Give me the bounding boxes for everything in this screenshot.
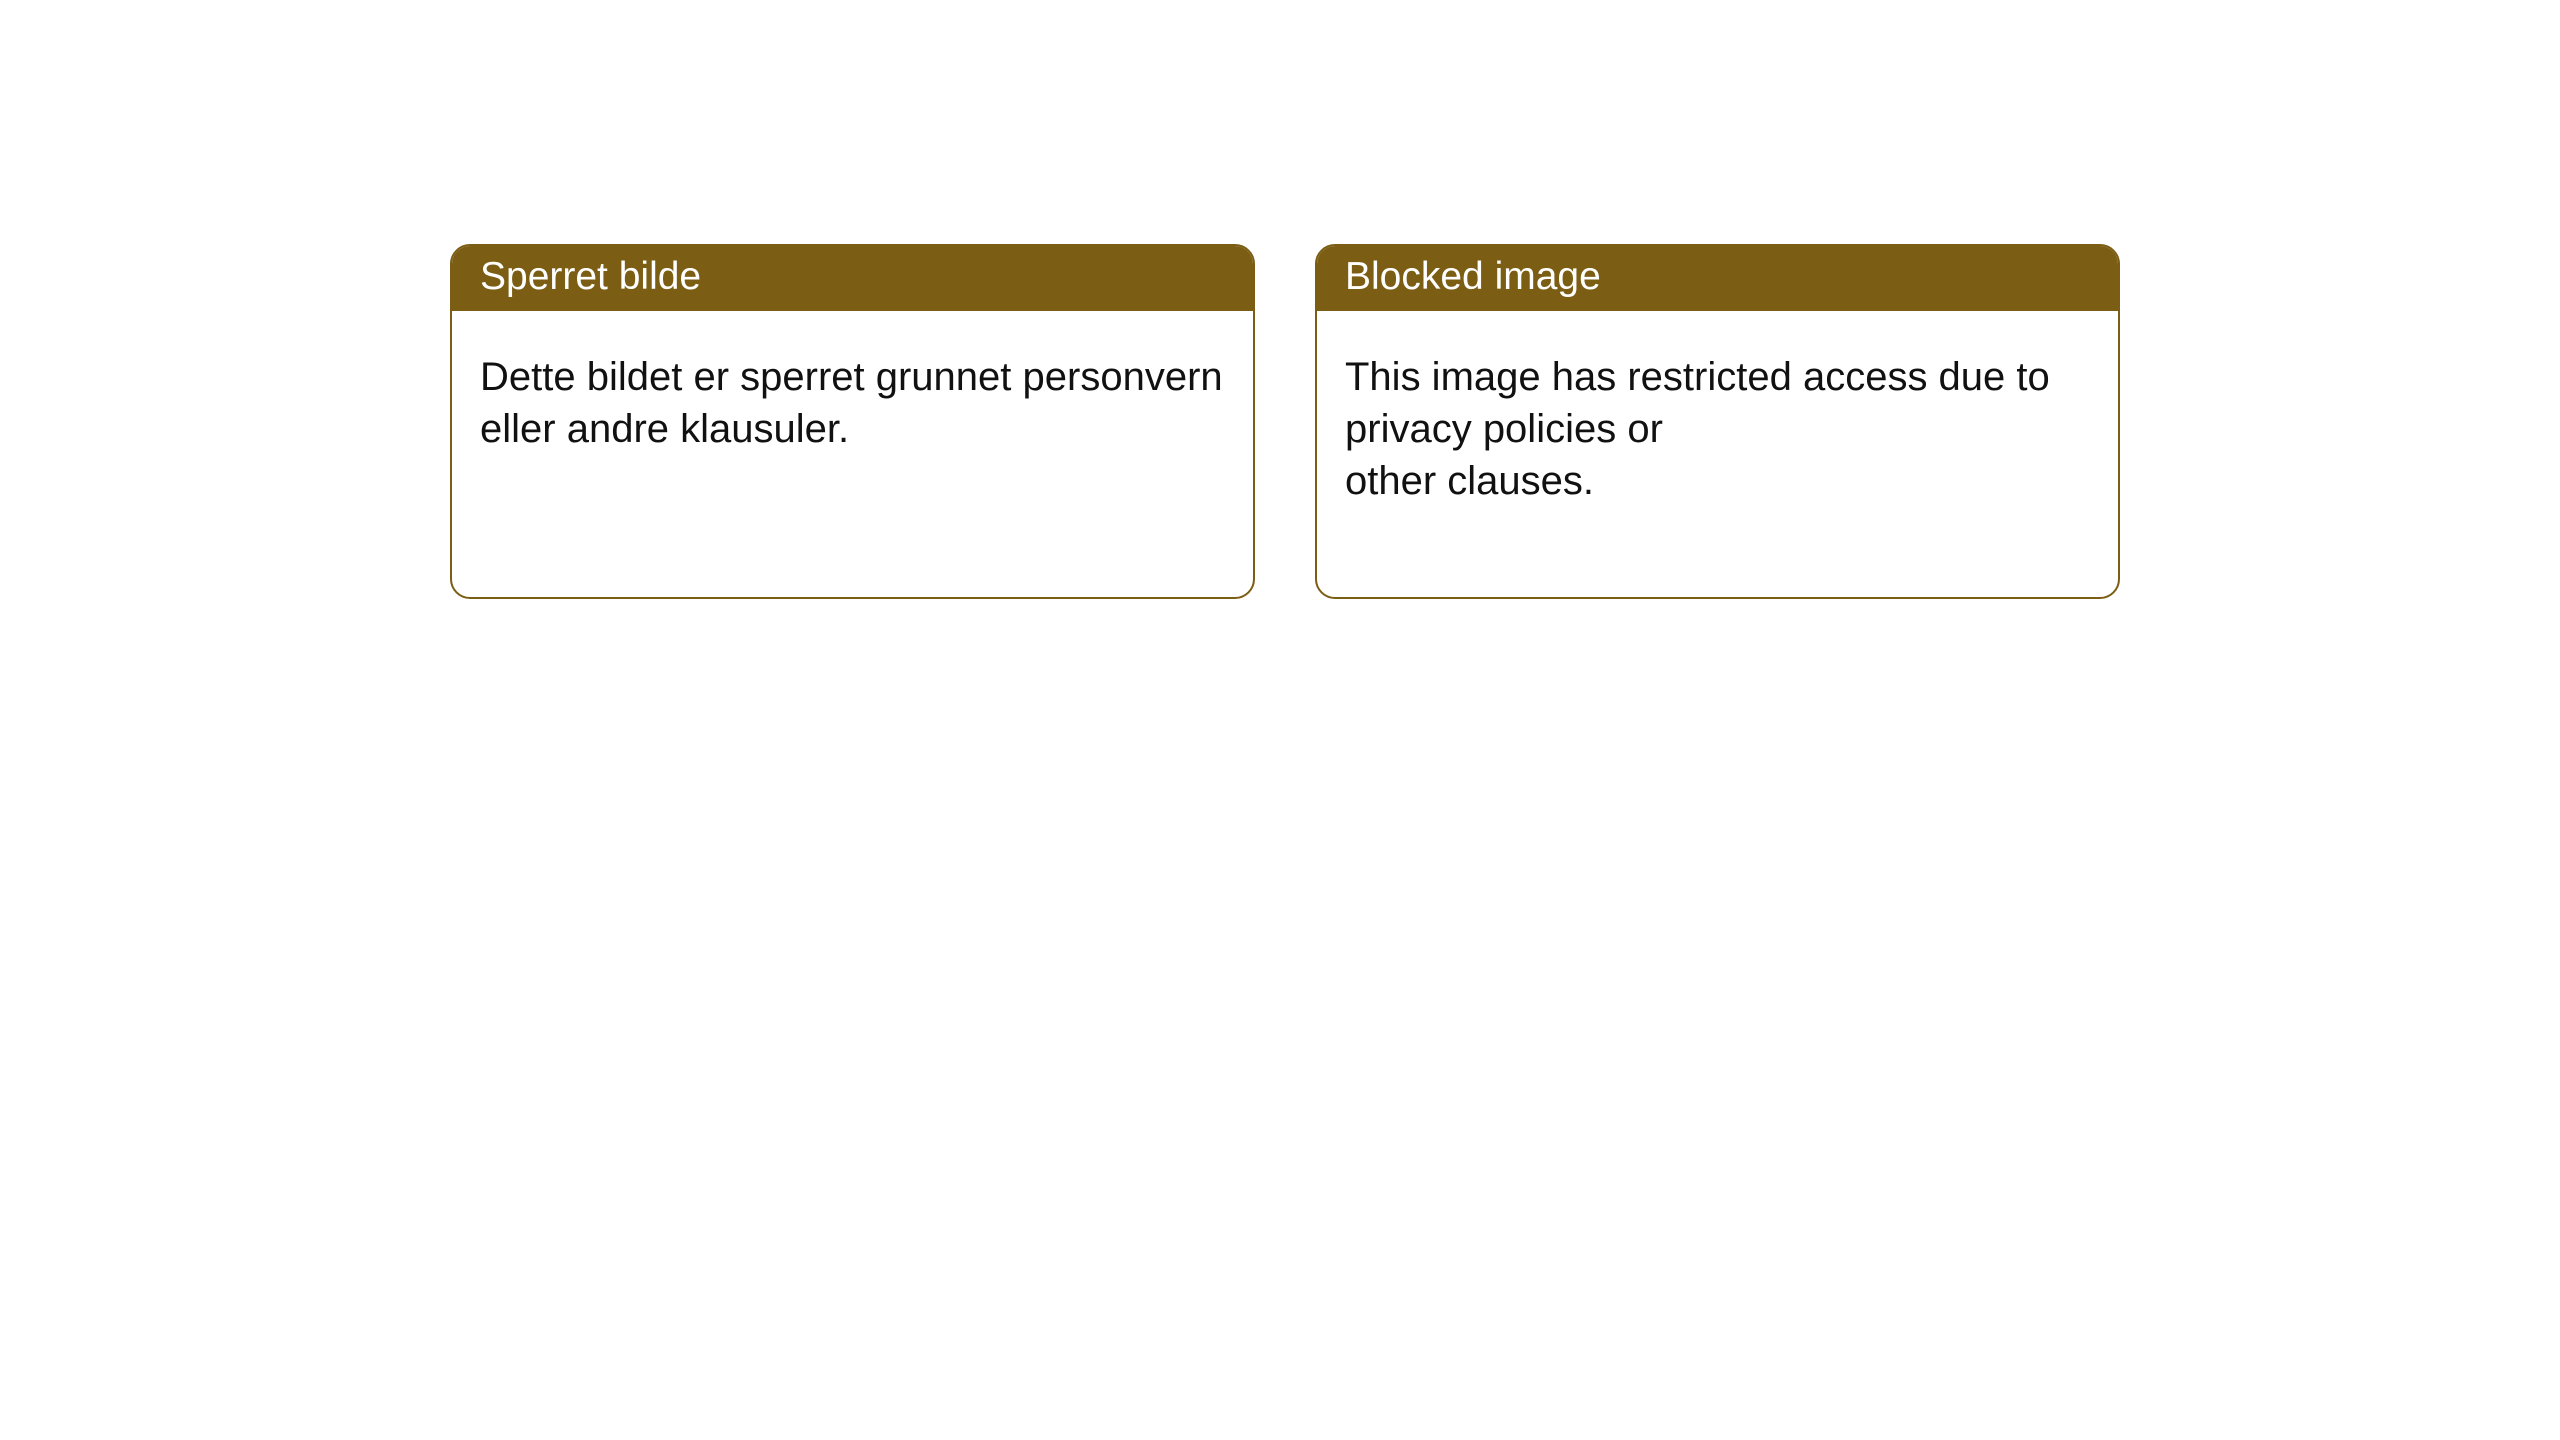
card-container: Sperret bilde Dette bildet er sperret gr… [0,0,2560,599]
card-body: Dette bildet er sperret grunnet personve… [452,311,1253,545]
blocked-image-card-no: Sperret bilde Dette bildet er sperret gr… [450,244,1255,599]
card-header: Sperret bilde [452,246,1253,311]
blocked-image-card-en: Blocked image This image has restricted … [1315,244,2120,599]
card-header: Blocked image [1317,246,2118,311]
card-body: This image has restricted access due to … [1317,311,2118,597]
